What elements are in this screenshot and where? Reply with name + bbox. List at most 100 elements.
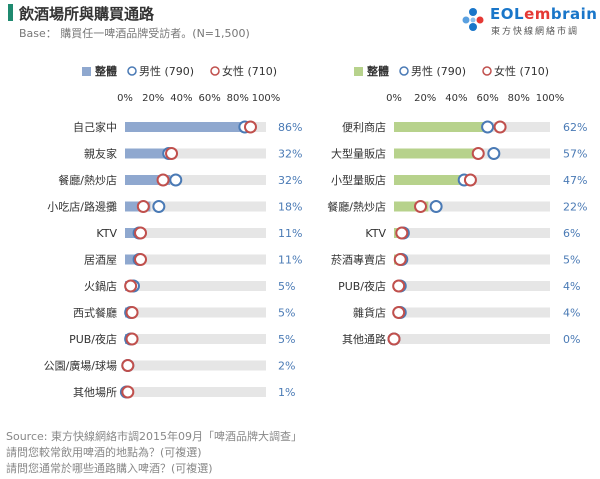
- left-legend-label-female: 女性 (710): [222, 64, 277, 78]
- right-legend-swatch-total: [354, 67, 363, 76]
- left-legend-label-male: 男性 (790): [139, 64, 194, 78]
- left-category-label: 小吃店/路邊攤: [47, 200, 117, 214]
- left-total-value-label: 11%: [278, 254, 302, 267]
- right-marker-female: [387, 332, 401, 346]
- right-legend-marker-male: [399, 66, 409, 76]
- right-category-label: 小型量販店: [331, 173, 386, 187]
- left-total-value-label: 2%: [278, 360, 295, 373]
- right-category-label: 便利商店: [342, 120, 386, 134]
- footer-question-2: 請問您通常於哪些通路購入啤酒？(可複選): [6, 462, 213, 475]
- left-marker-female: [134, 226, 148, 240]
- right-marker-female: [392, 306, 406, 319]
- right-bar-total: [394, 201, 429, 212]
- left-axis-tick-label: 100%: [252, 93, 281, 104]
- title-accent-bar: [8, 4, 13, 21]
- left-marker-female: [134, 253, 148, 266]
- footer-question-1: 請問您較常飲用啤酒的地點為？(可複選): [6, 446, 202, 459]
- left-axis-tick-label: 60%: [198, 93, 220, 104]
- left-marker-female: [125, 306, 139, 319]
- left-bar-total: [125, 175, 171, 185]
- right-legend-marker-female: [482, 66, 492, 76]
- left-category-label: 公園/廣場/球場: [44, 359, 117, 373]
- right-total-value-label: 47%: [563, 174, 587, 187]
- right-total-value-label: 4%: [563, 280, 580, 293]
- right-category-label: PUB/夜店: [338, 279, 386, 293]
- right-axis-tick-label: 0%: [386, 93, 402, 104]
- left-marker-female: [121, 359, 135, 372]
- left-bar-total: [125, 148, 171, 159]
- right-axis-tick-label: 40%: [445, 93, 467, 104]
- left-total-value-label: 86%: [278, 121, 302, 134]
- left-legend-label-total: 整體: [94, 64, 117, 78]
- right-total-value-label: 57%: [563, 148, 587, 161]
- right-category-label: 餐廳/熱炒店: [327, 200, 386, 214]
- left-total-value-label: 5%: [278, 333, 295, 346]
- right-marker-male: [429, 200, 443, 213]
- left-legend-marker-female: [210, 66, 220, 76]
- left-axis-tick-label: 80%: [227, 93, 249, 104]
- right-total-value-label: 0%: [563, 333, 580, 346]
- right-marker-female: [395, 226, 409, 240]
- right-bar-track: [394, 228, 550, 238]
- page-title: 飲酒場所與購買通路: [19, 5, 155, 23]
- right-bar-track: [394, 334, 550, 344]
- left-axis-tick-label: 0%: [117, 93, 133, 104]
- left-total-value-label: 5%: [278, 307, 295, 320]
- right-total-value-label: 22%: [563, 201, 587, 214]
- left-total-value-label: 1%: [278, 386, 295, 399]
- right-marker-female: [393, 253, 407, 266]
- right-marker-female: [414, 200, 428, 213]
- right-total-value-label: 4%: [563, 307, 580, 320]
- left-bar-total: [125, 122, 247, 132]
- left-axis-tick-label: 20%: [142, 93, 164, 104]
- left-total-value-label: 32%: [278, 174, 302, 187]
- left-category-label: 西式餐廳: [73, 306, 117, 320]
- left-marker-female: [156, 173, 170, 187]
- right-category-label: 其他通路: [342, 333, 386, 346]
- right-total-value-label: 62%: [563, 121, 587, 134]
- right-total-value-label: 6%: [563, 227, 580, 240]
- left-bar-track: [125, 148, 266, 159]
- left-category-label: 自己家中: [73, 120, 117, 134]
- right-marker-female: [493, 120, 507, 134]
- right-marker-female: [463, 173, 477, 187]
- left-marker-female: [136, 200, 150, 213]
- left-marker-female: [165, 147, 179, 160]
- left-bar-track: [125, 201, 266, 212]
- right-bar-total: [394, 175, 468, 185]
- brain-logo-icon: [462, 8, 484, 31]
- left-total-value-label: 18%: [278, 201, 302, 214]
- left-category-label: 餐廳/熱炒店: [58, 173, 117, 187]
- footer-source: Source: 東方快線網絡市調2015年09月「啤酒品牌大調查」: [6, 430, 302, 443]
- left-bar-track: [125, 228, 266, 238]
- left-marker-male: [152, 200, 166, 213]
- left-category-label: 親友家: [84, 147, 117, 161]
- right-marker-female: [392, 279, 406, 293]
- right-chart-purchase-channels: 整體 男性 (790) 女性 (710) 0% 20% 40% 60% 80% 100% 便利商店…: [327, 64, 587, 346]
- left-category-label: KTV: [96, 227, 117, 240]
- base-note: Base： 購買任一啤酒品牌受訪者。(N=1,500): [19, 27, 250, 40]
- right-bar-track: [394, 281, 550, 291]
- left-legend-marker-male: [127, 66, 137, 76]
- left-total-value-label: 5%: [278, 280, 295, 293]
- left-bar-track: [125, 387, 266, 397]
- left-total-value-label: 11%: [278, 227, 302, 240]
- right-legend-label-female: 女性 (710): [494, 64, 549, 78]
- right-bar-total: [394, 122, 491, 132]
- left-marker-male: [169, 173, 183, 187]
- logo-subtitle: 東方快線網絡市調: [491, 27, 580, 37]
- right-bar-track: [394, 307, 550, 318]
- left-marker-female: [124, 279, 138, 293]
- left-bar-track: [125, 334, 266, 344]
- right-total-value-label: 5%: [563, 254, 580, 267]
- left-category-label: 其他場所: [73, 386, 117, 399]
- left-bar-track: [125, 281, 266, 291]
- right-marker-male: [481, 120, 495, 134]
- right-legend-label-total: 整體: [366, 64, 389, 78]
- left-category-label: 火鍋店: [84, 279, 117, 293]
- left-total-value-label: 32%: [278, 148, 302, 161]
- left-bar-track: [125, 175, 266, 185]
- left-marker-female: [243, 120, 257, 134]
- right-axis-tick-label: 100%: [536, 93, 565, 104]
